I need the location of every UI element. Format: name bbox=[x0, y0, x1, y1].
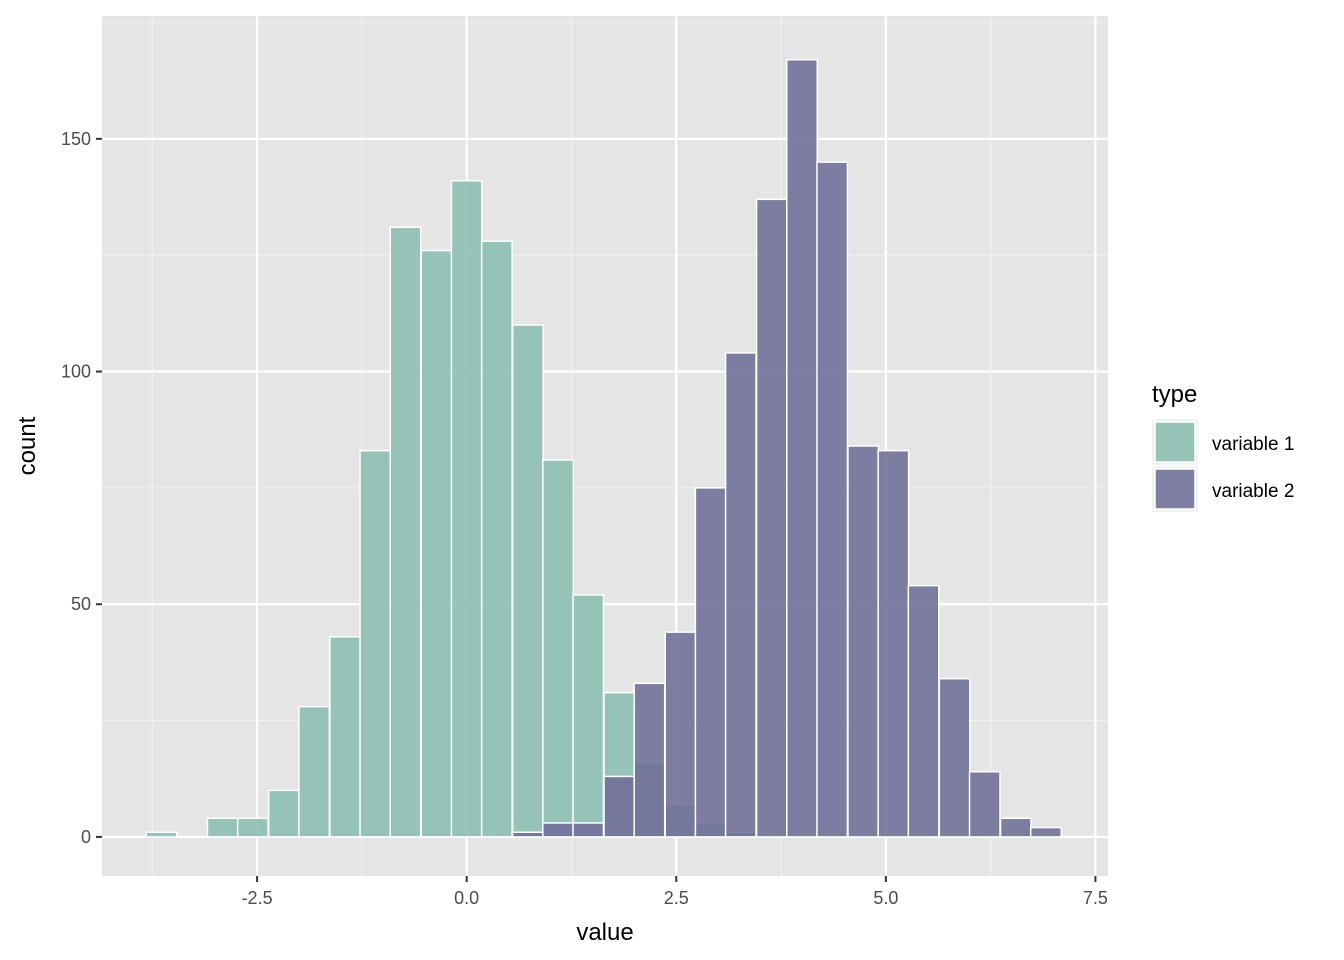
legend-item-variable-2: variable 2 bbox=[1152, 466, 1294, 512]
bar-variable-2 bbox=[724, 352, 757, 838]
bar-variable-1 bbox=[511, 324, 544, 838]
bar-variable-1 bbox=[206, 817, 239, 838]
bar-variable-2 bbox=[847, 445, 880, 838]
x-axis-title: value bbox=[576, 919, 633, 946]
series-variable-2-bars bbox=[511, 58, 1062, 838]
x-tick-label: 0.0 bbox=[454, 888, 479, 908]
legend-swatch-variable-2 bbox=[1154, 468, 1196, 510]
legend-label-variable-1: variable 1 bbox=[1212, 434, 1294, 455]
bar-variable-2 bbox=[542, 822, 575, 838]
bar-variable-1 bbox=[359, 449, 392, 838]
bar-variable-1 bbox=[236, 817, 269, 838]
bar-variable-1 bbox=[298, 705, 331, 838]
x-tick-label: 7.5 bbox=[1083, 888, 1108, 908]
y-tick-label: 150 bbox=[61, 129, 91, 149]
y-tick-label: 0 bbox=[81, 827, 91, 847]
y-tick-label: 50 bbox=[71, 594, 91, 614]
bar-variable-1 bbox=[542, 459, 575, 838]
bar-variable-2 bbox=[938, 677, 971, 838]
bar-variable-2 bbox=[816, 161, 849, 838]
x-tick-label: 5.0 bbox=[873, 888, 898, 908]
bar-variable-2 bbox=[511, 831, 544, 838]
bar-variable-2 bbox=[755, 198, 788, 838]
legend-swatch-variable-1 bbox=[1154, 421, 1196, 463]
bar-variable-2 bbox=[999, 817, 1032, 838]
y-tick-label: 100 bbox=[61, 362, 91, 382]
bar-variable-2 bbox=[664, 631, 697, 838]
bar-variable-1 bbox=[267, 789, 300, 838]
bar-variable-2 bbox=[633, 682, 666, 838]
bar-variable-2 bbox=[907, 584, 940, 838]
bar-variable-1 bbox=[450, 179, 483, 838]
y-axis: 0 50 100 150 bbox=[61, 129, 102, 847]
y-axis-title: count bbox=[14, 416, 41, 475]
legend-label-variable-2: variable 2 bbox=[1212, 481, 1294, 502]
legend-title: type bbox=[1152, 381, 1197, 408]
legend: type variable 1 variable 2 bbox=[1152, 381, 1294, 512]
bar-variable-1 bbox=[145, 831, 178, 838]
x-tick-label: -2.5 bbox=[242, 888, 273, 908]
bar-variable-2 bbox=[877, 449, 910, 838]
bar-variable-1 bbox=[420, 249, 453, 838]
bar-variable-1 bbox=[389, 226, 422, 838]
bar-variable-1 bbox=[329, 636, 362, 838]
bar-variable-2 bbox=[1029, 826, 1062, 838]
bar-variable-2 bbox=[968, 771, 1001, 838]
bar-variable-2 bbox=[603, 775, 636, 838]
bar-variable-2 bbox=[572, 822, 605, 838]
bar-variable-2 bbox=[694, 487, 727, 838]
bar-variable-1 bbox=[480, 240, 513, 838]
legend-item-variable-1: variable 1 bbox=[1152, 419, 1294, 465]
x-tick-label: 2.5 bbox=[664, 888, 689, 908]
bar-variable-1 bbox=[572, 594, 605, 838]
x-axis: -2.5 0.0 2.5 5.0 7.5 bbox=[242, 876, 1108, 908]
bar-variable-2 bbox=[786, 58, 818, 838]
